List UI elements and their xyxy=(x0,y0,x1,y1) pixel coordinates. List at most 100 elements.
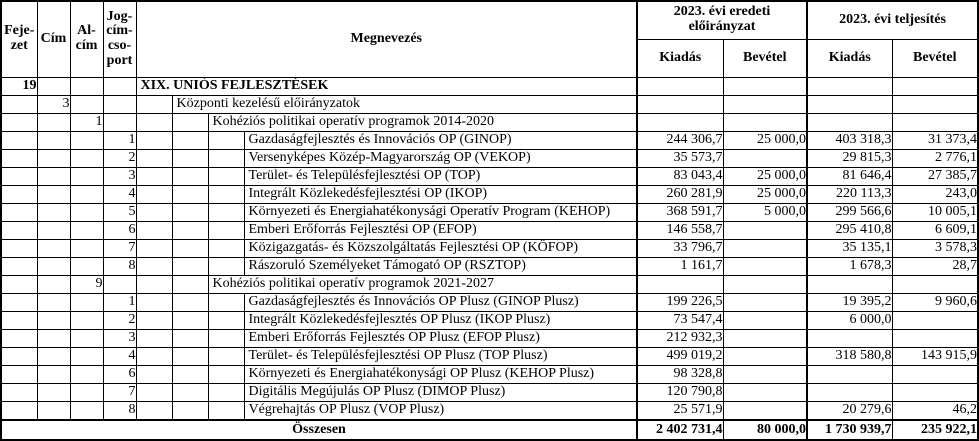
indent-cell xyxy=(137,150,173,166)
cell-megnevezes: Környezeti és Energiahatékonysági Operat… xyxy=(135,202,638,222)
cell-jogcimcsoport: 7 xyxy=(102,382,137,402)
cell-megnevezes: Környezeti és Energiahatékonysági OP Plu… xyxy=(135,364,638,384)
indent-cell xyxy=(173,150,209,166)
cell-eredeti-bevetel xyxy=(722,256,808,276)
cell-megnevezes: Terület- és Településfejlesztési OP Plus… xyxy=(135,346,638,366)
col-header-teljesites-kiadas: Kiadás xyxy=(806,38,893,78)
megnevezes-wrap: Gazdaságfejlesztés és Innovációs OP Plus… xyxy=(137,294,636,310)
cell-fejezet xyxy=(0,202,38,222)
row-name: Versenyképes Közép-Magyarország OP (VEKO… xyxy=(248,150,531,165)
cell-megnevezes: XIX. UNIÓS FEJLESZTÉSEK xyxy=(135,76,638,96)
cell-cim xyxy=(36,274,71,294)
cell-alcim: 9 xyxy=(69,274,104,294)
cell-teljesites-kiadas: 29 815,3 xyxy=(806,148,893,168)
cell-cim xyxy=(36,238,71,258)
cell-megnevezes: Emberi Erőforrás Fejlesztés OP Plusz (EF… xyxy=(135,328,638,348)
megnevezes-wrap: Emberi Erőforrás Fejlesztés OP Plusz (EF… xyxy=(137,330,636,346)
row-name: Környezeti és Energiahatékonysági Operat… xyxy=(248,204,611,219)
cell-teljesites-bevetel: 28,7 xyxy=(891,256,979,276)
table-row: 9 Kohéziós politikai operatív programok … xyxy=(0,274,979,294)
cell-teljesites-kiadas xyxy=(806,76,893,96)
cell-teljesites-bevetel: 2 776,1 xyxy=(891,148,979,168)
indent-cell xyxy=(137,132,173,148)
total-eredeti-kiadas: 2 402 731,4 xyxy=(636,418,724,440)
cell-eredeti-bevetel: 25 000,0 xyxy=(722,130,808,150)
cell-megnevezes: Közigazgatás- és Közszolgáltatás Fejlesz… xyxy=(135,238,638,258)
cell-eredeti-kiadas: 98 328,8 xyxy=(636,364,724,384)
indent-cell xyxy=(173,204,209,220)
cell-alcim xyxy=(69,184,104,204)
cell-alcim xyxy=(69,292,104,312)
megnevezes-wrap: XIX. UNIÓS FEJLESZTÉSEK xyxy=(137,78,636,94)
cell-teljesites-kiadas xyxy=(806,364,893,384)
megnevezes-wrap: Kohéziós politikai operatív programok 20… xyxy=(137,276,636,292)
table-row: 1 Kohéziós politikai operatív programok … xyxy=(0,112,979,132)
indent-cell xyxy=(137,294,173,310)
table-row: 3 Központi kezelésű előirányzatok xyxy=(0,94,979,114)
cell-teljesites-bevetel xyxy=(891,328,979,348)
cell-teljesites-kiadas: 1 678,3 xyxy=(806,256,893,276)
megnevezes-wrap: Integrált Közlekedésfejlesztési OP (IKOP… xyxy=(137,186,636,202)
cell-fejezet xyxy=(0,130,38,150)
row-name: Központi kezelésű előirányzatok xyxy=(176,96,360,111)
cell-alcim xyxy=(69,328,104,348)
cell-cim xyxy=(36,382,71,402)
cell-eredeti-bevetel xyxy=(722,220,808,240)
indent-cell xyxy=(173,168,209,184)
cell-fejezet xyxy=(0,382,38,402)
cell-teljesites-bevetel xyxy=(891,76,979,96)
indent-cell xyxy=(173,186,209,202)
total-teljesites-bevetel: 235 922,1 xyxy=(891,418,979,440)
cell-megnevezes: Terület- és Településfejlesztési OP (TOP… xyxy=(135,166,638,186)
cell-teljesites-kiadas: 220 113,3 xyxy=(806,184,893,204)
cell-eredeti-bevetel xyxy=(722,310,808,330)
table-row: 7 Közigazgatás- és Közszolgáltatás Fejle… xyxy=(0,238,979,258)
indent-cell xyxy=(173,222,209,238)
cell-fejezet xyxy=(0,256,38,276)
table-row: 2 Versenyképes Közép-Magyarország OP (VE… xyxy=(0,148,979,168)
cell-alcim xyxy=(69,166,104,186)
cell-cim xyxy=(36,220,71,240)
megnevezes-wrap: Közigazgatás- és Közszolgáltatás Fejlesz… xyxy=(137,240,636,256)
cell-jogcimcsoport xyxy=(102,94,137,114)
cell-teljesites-kiadas: 403 318,3 xyxy=(806,130,893,150)
megnevezes-wrap: Versenyképes Közép-Magyarország OP (VEKO… xyxy=(137,150,636,166)
indent-cell xyxy=(209,366,245,382)
megnevezes-wrap: Rászoruló Személyeket Támogató OP (RSZTO… xyxy=(137,258,636,274)
row-name: Emberi Erőforrás Fejlesztési OP (EFOP) xyxy=(248,222,477,237)
cell-fejezet xyxy=(0,238,38,258)
row-name: Környezeti és Energiahatékonysági OP Plu… xyxy=(248,366,595,381)
cell-eredeti-bevetel xyxy=(722,148,808,168)
indent-cell xyxy=(137,222,173,238)
row-name: Terület- és Településfejlesztési OP (TOP… xyxy=(248,168,481,183)
cell-cim: 3 xyxy=(36,94,71,114)
cell-teljesites-bevetel: 9 960,6 xyxy=(891,292,979,312)
row-name: Gazdaságfejlesztés és Innovációs OP Plus… xyxy=(248,294,579,309)
row-name: Emberi Erőforrás Fejlesztés OP Plusz (EF… xyxy=(248,330,540,345)
cell-jogcimcsoport xyxy=(102,76,137,96)
cell-jogcimcsoport xyxy=(102,112,137,132)
row-name: Rászoruló Személyeket Támogató OP (RSZTO… xyxy=(248,258,526,273)
cell-jogcimcsoport: 4 xyxy=(102,184,137,204)
cell-eredeti-kiadas: 368 591,7 xyxy=(636,202,724,222)
cell-eredeti-bevetel xyxy=(722,76,808,96)
indent-cell xyxy=(137,330,173,346)
indent-cell xyxy=(137,258,173,274)
indent-cell xyxy=(173,240,209,256)
table-row: 6 Emberi Erőforrás Fejlesztési OP (EFOP)… xyxy=(0,220,979,240)
indent-cell xyxy=(137,276,173,292)
cell-eredeti-kiadas: 260 281,9 xyxy=(636,184,724,204)
cell-eredeti-bevetel: 25 000,0 xyxy=(722,184,808,204)
cell-alcim xyxy=(69,400,104,420)
cell-alcim xyxy=(69,346,104,366)
row-name: Végrehajtás OP Plusz (VOP Plusz) xyxy=(248,402,445,417)
cell-fejezet xyxy=(0,400,38,420)
cell-teljesites-kiadas: 35 135,1 xyxy=(806,238,893,258)
indent-cell xyxy=(209,186,245,202)
cell-alcim xyxy=(69,148,104,168)
indent-cell xyxy=(137,384,173,400)
cell-eredeti-bevetel xyxy=(722,292,808,312)
cell-cim xyxy=(36,130,71,150)
table-row: 5 Környezeti és Energiahatékonysági Oper… xyxy=(0,202,979,222)
